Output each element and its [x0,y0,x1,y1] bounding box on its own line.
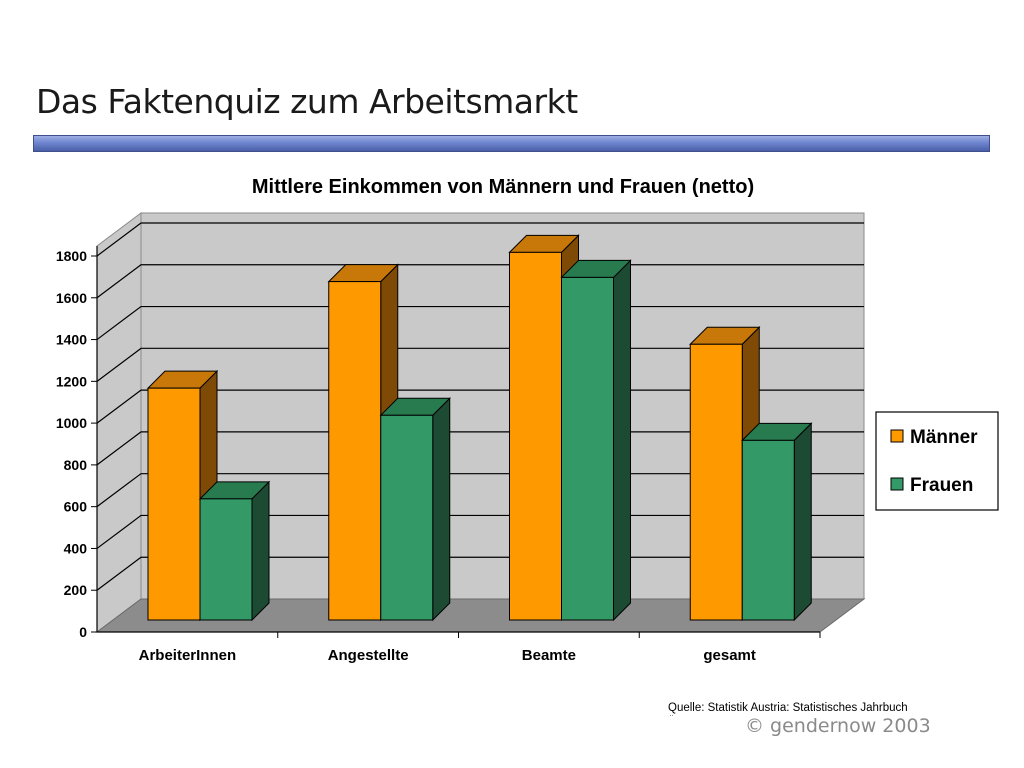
source-mark: ¨ [670,714,674,725]
x-tick-label: Beamte [522,647,576,664]
bar-frauen-arbeiterinnen [199,498,253,621]
bar-maenner-angestellte [328,281,382,621]
y-tick-label: 1200 [56,373,87,389]
y-tick-label: 0 [79,624,87,640]
legend-swatch-frauen [890,477,904,491]
bar-frauen-angestellte [380,414,434,621]
legend-swatch-maenner [890,429,904,443]
source-note: Quelle: Statistik Austria: Statistisches… [668,702,908,714]
copyright-note: © gendernow 2003 [745,715,931,737]
legend-label-maenner: Männer [910,427,978,448]
chart-plot-area: 0 200 400 600 800 1000 1200 1400 1600 1800 Arbeite… [56,212,866,664]
x-tick-label: ArbeiterInnen [139,647,237,664]
bar-frauen-gesamt [741,439,795,621]
x-tick-label: Angestellte [328,647,409,664]
chart-legend: Männer Frauen [875,411,999,511]
legend-box [875,411,999,511]
y-tick-label: 1000 [56,415,87,431]
y-tick-label: 800 [64,457,88,473]
bar-maenner-arbeiterinnen [147,387,201,621]
gridline [96,222,864,257]
chart-title: Mittlere Einkommen von Männern und Fraue… [252,176,754,198]
y-tick-label: 1400 [56,332,87,348]
slide-title: Das Faktenquiz zum Arbeitsmarkt [36,82,578,121]
bar-maenner-gesamt [689,343,743,621]
legend-label-frauen: Frauen [910,475,973,496]
bar-maenner-beamte [509,251,562,621]
bar-side [251,480,270,622]
bar-chart: Mittlere Einkommen von Männern und Fraue… [56,176,999,664]
title-underline-bar [33,135,990,152]
bar-side [613,259,631,622]
bar-frauen-beamte [561,276,614,621]
y-tick-label: 600 [64,499,88,515]
bar-side [793,422,812,622]
chart-side-wall [96,212,142,633]
y-tick-label: 200 [64,582,88,598]
y-tick-label: 1800 [56,248,87,264]
x-tick-label: gesamt [703,647,756,664]
bar-side [432,397,451,622]
y-tick-label: 1600 [56,290,87,306]
y-tick-label: 400 [64,540,88,556]
